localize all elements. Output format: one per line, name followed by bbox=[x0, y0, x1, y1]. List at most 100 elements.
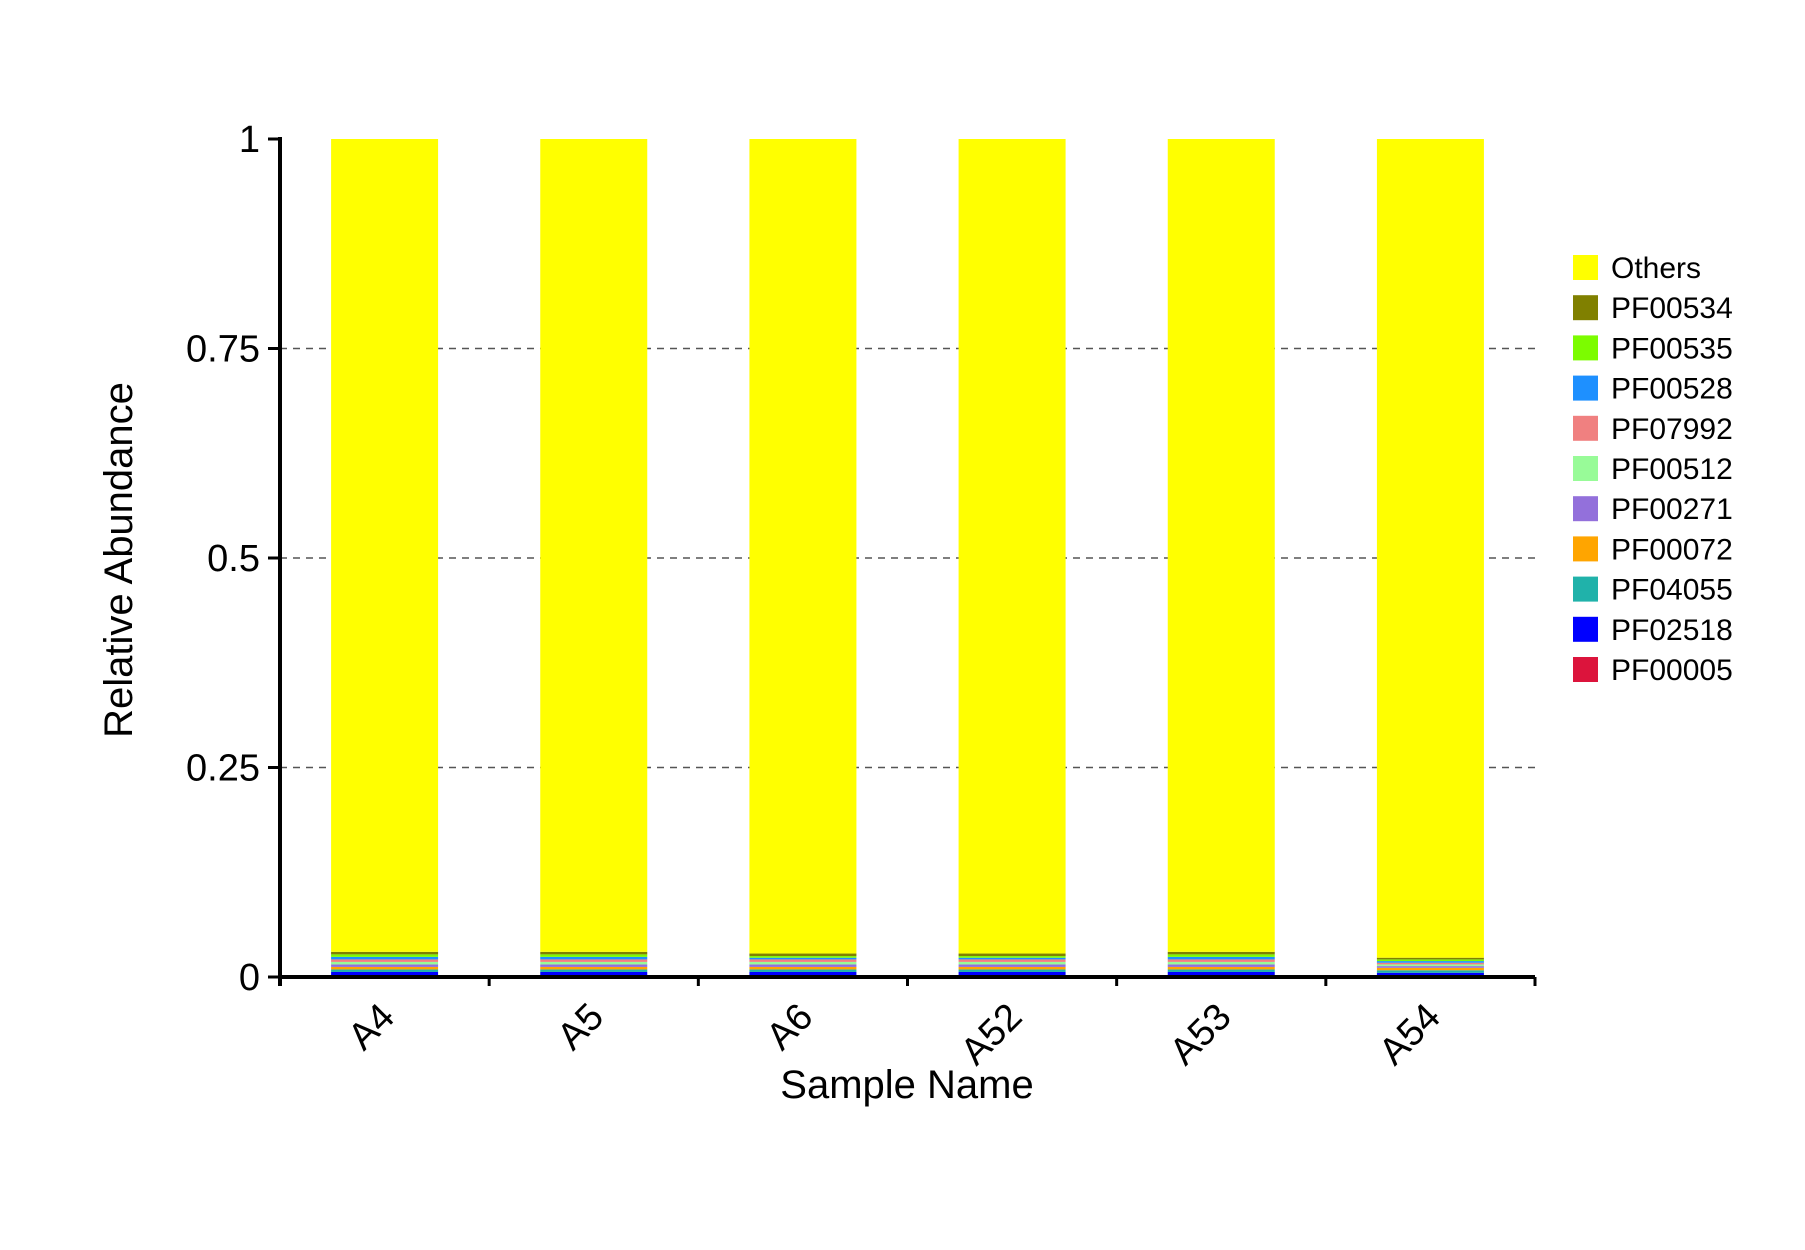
bar-segment bbox=[1376, 962, 1484, 965]
x-tick-label: A54 bbox=[1371, 996, 1449, 1074]
bar-segment bbox=[1376, 964, 1484, 967]
legend-item: Others bbox=[1573, 252, 1701, 285]
bar-segment bbox=[331, 951, 439, 955]
bar-segment bbox=[540, 954, 648, 957]
bar-segment bbox=[540, 966, 648, 970]
legend-label: Others bbox=[1611, 252, 1701, 285]
y-tick-label: 0.25 bbox=[186, 748, 260, 790]
bar-segment bbox=[749, 964, 857, 967]
bar-segment bbox=[1167, 966, 1275, 970]
legend-item: PF04055 bbox=[1573, 574, 1733, 607]
legend-label: PF00534 bbox=[1611, 292, 1733, 325]
bar-segment bbox=[749, 971, 857, 976]
x-tick-label: A5 bbox=[550, 996, 613, 1059]
legend-swatch bbox=[1573, 375, 1598, 401]
bar-segment bbox=[540, 139, 648, 952]
bar-segment bbox=[1167, 961, 1275, 965]
bar-segment bbox=[1376, 957, 1484, 960]
bar-segment bbox=[1167, 971, 1275, 976]
bar-segment bbox=[958, 964, 1066, 967]
y-tick-label: 0.5 bbox=[207, 538, 260, 580]
legend-item: PF07992 bbox=[1573, 413, 1733, 446]
bar-segment bbox=[540, 964, 648, 967]
bar-segment bbox=[749, 969, 857, 972]
legend-label: PF00271 bbox=[1611, 493, 1733, 526]
y-tick-label: 0.75 bbox=[186, 329, 260, 371]
bar-segment bbox=[331, 956, 439, 960]
bar-segment bbox=[331, 139, 439, 952]
bar-segment bbox=[1376, 972, 1484, 976]
legend-item: PF02518 bbox=[1573, 614, 1733, 647]
axes bbox=[268, 137, 1537, 986]
legend-swatch bbox=[1573, 576, 1598, 602]
legend-item: PF00528 bbox=[1573, 373, 1733, 406]
bar-segment bbox=[958, 953, 1066, 957]
legend-label: PF00072 bbox=[1611, 533, 1733, 566]
bar-segment bbox=[1167, 956, 1275, 960]
bar-segment bbox=[1167, 959, 1275, 962]
legend-label: PF04055 bbox=[1611, 574, 1733, 607]
legend-swatch bbox=[1573, 496, 1598, 522]
x-axis-title: Sample Name bbox=[780, 1063, 1033, 1107]
bar-segment bbox=[749, 959, 857, 962]
x-tick-label: A52 bbox=[953, 996, 1031, 1074]
y-axis-title: Relative Abundance bbox=[97, 382, 141, 738]
bar-segment bbox=[958, 957, 1066, 960]
x-tick-label: A53 bbox=[1162, 996, 1240, 1074]
bar-segment bbox=[331, 954, 439, 957]
legend-item: PF00535 bbox=[1573, 332, 1733, 365]
bar-segment bbox=[331, 971, 439, 976]
bar-segment bbox=[749, 956, 857, 958]
bar-segment bbox=[540, 951, 648, 955]
legend-item: PF00005 bbox=[1573, 654, 1733, 687]
legend-swatch bbox=[1573, 616, 1598, 642]
y-tick-label: 1 bbox=[239, 119, 260, 161]
bar-segment bbox=[331, 969, 439, 972]
bar-segment bbox=[1167, 951, 1275, 955]
bar-segment bbox=[749, 953, 857, 957]
bar-segment bbox=[540, 969, 648, 972]
bar-segment bbox=[958, 961, 1066, 965]
bar-segment bbox=[1376, 966, 1484, 968]
bar-segment bbox=[1167, 954, 1275, 957]
bar-segment bbox=[749, 961, 857, 965]
legend: Others PF00534 PF00535 PF00528 PF07992 PF0051… bbox=[1573, 252, 1733, 687]
bar-segment bbox=[958, 956, 1066, 958]
bar-segment bbox=[958, 969, 1066, 972]
bar-segment bbox=[1167, 964, 1275, 967]
bar-segment bbox=[749, 966, 857, 970]
bar-segment bbox=[331, 966, 439, 970]
bar-segment bbox=[1376, 139, 1484, 958]
bar-segment bbox=[958, 971, 1066, 976]
legend-swatch bbox=[1573, 657, 1598, 682]
bar-segment bbox=[958, 966, 1066, 970]
bar-segment bbox=[749, 139, 857, 954]
legend-swatch bbox=[1573, 536, 1598, 562]
legend-swatch bbox=[1573, 255, 1598, 280]
legend-item: PF00534 bbox=[1573, 292, 1733, 325]
bar-segment bbox=[1376, 959, 1484, 962]
legend-item: PF00072 bbox=[1573, 533, 1733, 566]
bar-segment bbox=[958, 139, 1066, 954]
legend-item: PF00512 bbox=[1573, 453, 1733, 486]
legend-label: PF00535 bbox=[1611, 332, 1733, 365]
bar-segment bbox=[1167, 969, 1275, 972]
bar-segment bbox=[540, 956, 648, 960]
legend-swatch bbox=[1573, 456, 1598, 481]
legend-swatch bbox=[1573, 415, 1598, 441]
legend-label: PF00528 bbox=[1611, 373, 1733, 406]
bar-segment bbox=[1167, 139, 1275, 952]
x-tick-label: A6 bbox=[759, 996, 822, 1059]
bar-segment bbox=[1376, 961, 1484, 963]
legend-label: PF00512 bbox=[1611, 453, 1733, 486]
legend-swatch bbox=[1573, 295, 1598, 321]
bar-segment bbox=[540, 961, 648, 965]
x-tick-label: A4 bbox=[340, 996, 403, 1059]
legend-label: PF00005 bbox=[1611, 654, 1733, 687]
bar-segment bbox=[331, 964, 439, 967]
bar-segment bbox=[1376, 967, 1484, 971]
y-tick-label: 0 bbox=[239, 957, 260, 999]
bar-segment bbox=[749, 957, 857, 960]
bar-segment bbox=[958, 959, 1066, 962]
